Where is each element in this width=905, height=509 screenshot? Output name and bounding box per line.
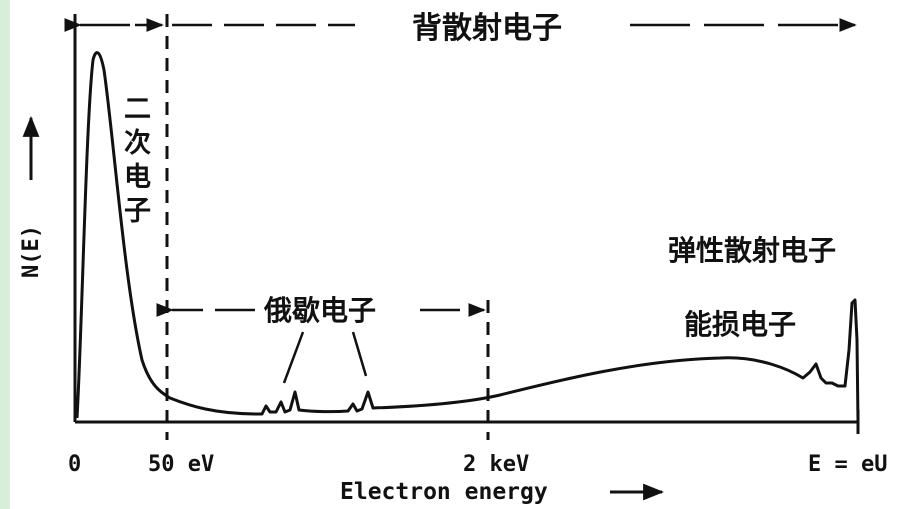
auger-pointer-1 (282, 331, 305, 384)
label-elastic: 弹性散射电子 (668, 234, 836, 267)
label-backscatter: 背散射电子 (412, 11, 562, 46)
tick-2kev: 2 keV (463, 452, 529, 477)
label-secondary-3: 电 (124, 162, 151, 193)
tick-50ev: 50 eV (148, 452, 214, 477)
y-axis-title: N(E) (19, 225, 44, 278)
spectrum-curve (75, 51, 860, 423)
label-auger: 俄歇电子 (263, 294, 376, 327)
label-secondary-2: 次 (124, 128, 151, 159)
left-edge-strip (0, 0, 10, 509)
tick-0: 0 (68, 452, 81, 477)
x-axis-title: Electron energy (340, 479, 548, 505)
label-secondary-1: 二 (124, 94, 151, 125)
auger-pointer-2 (351, 331, 368, 377)
label-energy-loss: 能损电子 (684, 308, 796, 341)
tick-e-eu: E = eU (808, 452, 887, 477)
label-secondary-4: 子 (124, 196, 151, 227)
